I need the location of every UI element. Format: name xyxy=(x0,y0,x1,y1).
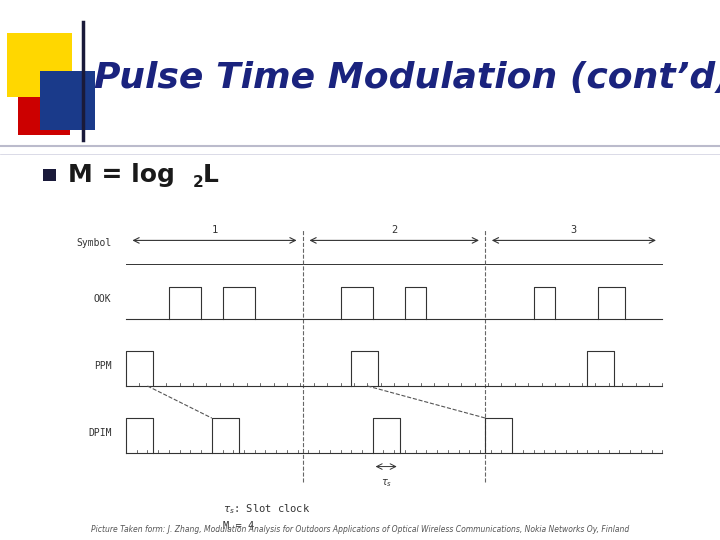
Text: 2: 2 xyxy=(193,175,204,190)
Text: $\tau_s$: $\tau_s$ xyxy=(381,477,392,489)
Text: OOK: OOK xyxy=(94,294,112,303)
Text: $\tau_s$: Slot clock: $\tau_s$: Slot clock xyxy=(222,502,310,516)
Text: M = log: M = log xyxy=(68,163,175,187)
Text: 2: 2 xyxy=(391,225,397,235)
Text: DPIM: DPIM xyxy=(88,428,112,437)
Text: Picture Taken form: J. Zhang, Modulation Analysis for Outdoors Applications of O: Picture Taken form: J. Zhang, Modulation… xyxy=(91,524,629,534)
Text: M = 4: M = 4 xyxy=(222,521,254,531)
Text: Pulse Time Modulation (cont’d): Pulse Time Modulation (cont’d) xyxy=(94,62,720,95)
FancyBboxPatch shape xyxy=(18,82,70,135)
Text: Symbol: Symbol xyxy=(76,238,112,248)
Text: L: L xyxy=(203,163,219,187)
FancyBboxPatch shape xyxy=(40,71,95,130)
FancyBboxPatch shape xyxy=(43,169,56,181)
Text: 1: 1 xyxy=(212,225,217,235)
FancyBboxPatch shape xyxy=(7,32,72,97)
Text: PPM: PPM xyxy=(94,361,112,370)
Text: 3: 3 xyxy=(571,225,577,235)
